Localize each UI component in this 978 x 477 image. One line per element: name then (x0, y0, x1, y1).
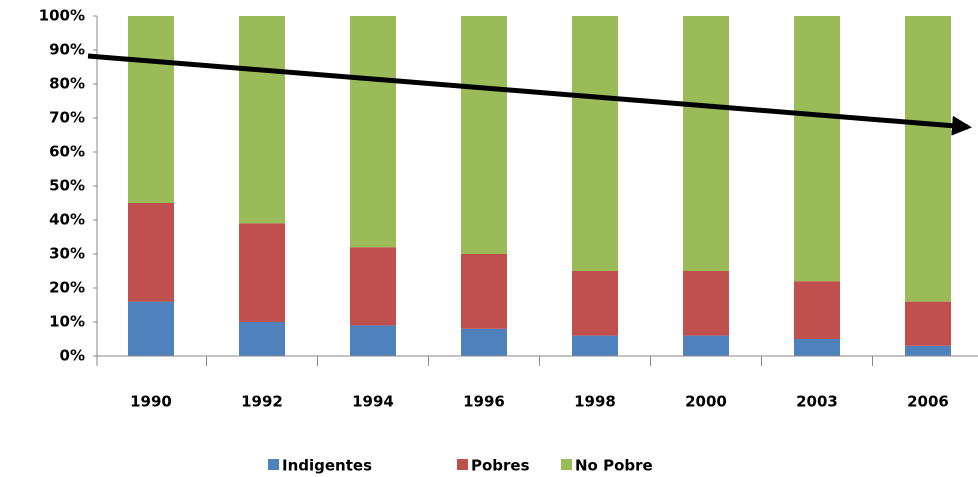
x-tick-label: 2000 (685, 393, 727, 411)
bar-segment (683, 335, 729, 356)
bar-segment (572, 16, 618, 271)
y-tick-label: 100% (39, 7, 85, 25)
y-tick-label: 70% (49, 109, 85, 127)
y-tick-label: 90% (49, 41, 85, 59)
bar-segment (905, 16, 951, 302)
bar-segment (794, 16, 840, 282)
bar-segment (794, 339, 840, 356)
bar-segment (905, 345, 951, 356)
y-tick-label: 10% (49, 313, 85, 331)
bar-segment (239, 322, 285, 356)
x-tick-label: 2003 (796, 393, 838, 411)
bar-segment (683, 16, 729, 271)
bar-segment (350, 247, 396, 326)
bar-segment (683, 271, 729, 336)
bar-segment (461, 328, 507, 356)
bar-segment (572, 271, 618, 336)
legend-swatch (561, 459, 572, 470)
x-tick-label: 1992 (241, 393, 283, 411)
x-tick-label: 1998 (574, 393, 616, 411)
bar-segment (905, 301, 951, 346)
bar-segment (128, 203, 174, 302)
y-tick-label: 30% (49, 245, 85, 263)
x-tick-label: 1990 (130, 393, 172, 411)
bar-segment (461, 16, 507, 254)
bar-segment (572, 335, 618, 356)
legend-label: Indigentes (282, 457, 372, 475)
x-tick-label: 2006 (907, 393, 949, 411)
legend-swatch (268, 459, 279, 470)
trend-arrow (87, 53, 972, 136)
x-tick-label: 1994 (352, 393, 394, 411)
legend-swatch (457, 459, 468, 470)
bar-segment (128, 301, 174, 356)
bar-segment (239, 16, 285, 224)
bar-segment (350, 325, 396, 356)
y-tick-label: 40% (49, 211, 85, 229)
bar-segment (794, 281, 840, 339)
x-tick-label: 1996 (463, 393, 505, 411)
y-tick-label: 0% (60, 347, 85, 365)
y-tick-label: 80% (49, 75, 85, 93)
bar-segment (239, 223, 285, 322)
legend-label: No Pobre (575, 457, 653, 475)
bar-segment (461, 254, 507, 329)
bar-segment (128, 16, 174, 203)
y-tick-label: 60% (49, 143, 85, 161)
legend-label: Pobres (471, 457, 530, 475)
bar-segment (350, 16, 396, 248)
y-tick-label: 20% (49, 279, 85, 297)
y-tick-label: 50% (49, 177, 85, 195)
